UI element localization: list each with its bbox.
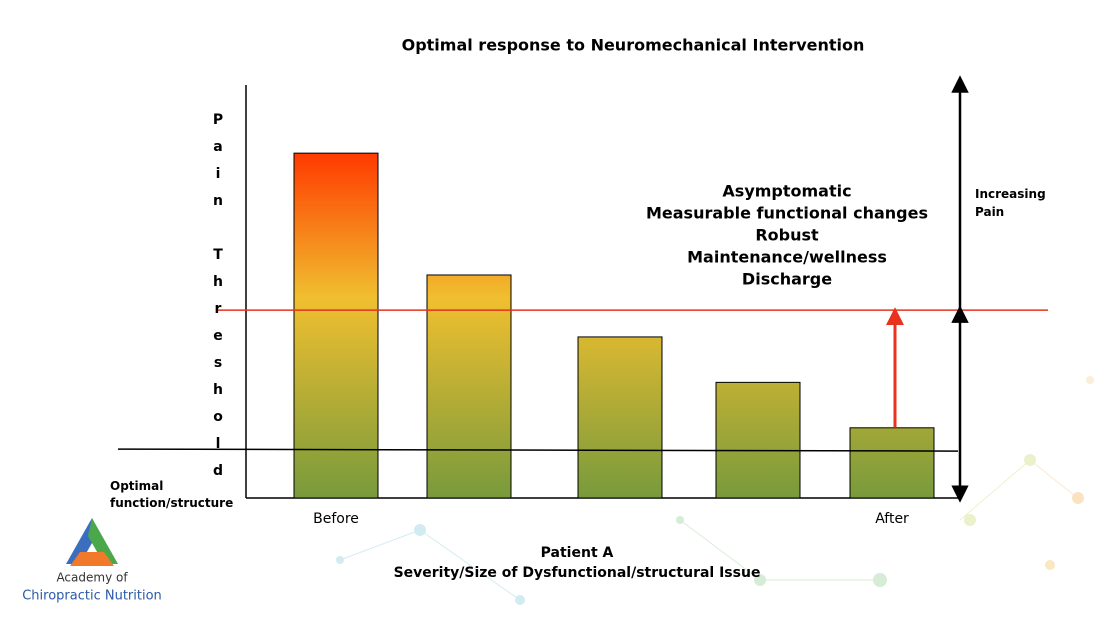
logo-mark: [66, 518, 118, 566]
optimal-line: [117, 448, 959, 452]
bar: [426, 274, 512, 499]
x-tick-label: After: [875, 511, 909, 527]
annotation-line: Asymptomatic: [722, 182, 851, 201]
x-tick-label: Before: [313, 511, 359, 527]
annotation-line: Discharge: [742, 270, 832, 289]
annotation-line: Measurable functional changes: [646, 204, 928, 223]
x-axis-label: Patient A: [541, 545, 614, 561]
annotation-line: Maintenance/wellness: [687, 248, 887, 267]
bar: [577, 336, 663, 499]
annotation: Asymptomatic Measurable functional change…: [646, 182, 928, 289]
background-network: [336, 376, 1094, 605]
logo-text: Chiropractic Nutrition: [22, 589, 162, 604]
logo-text: Academy of: [56, 571, 128, 585]
label-line: Optimal: [110, 479, 163, 493]
annotation-line: Robust: [755, 226, 819, 245]
bars: [293, 152, 935, 499]
right-label: Increasing Pain: [975, 187, 1046, 219]
x-axis-sublabel: Severity/Size of Dysfunctional/structura…: [394, 565, 761, 581]
bar: [293, 152, 379, 499]
chart-title: Optimal response to Neuromechanical Inte…: [402, 36, 865, 55]
optimal-label: Optimal function/structure: [110, 479, 233, 510]
bar: [849, 427, 935, 499]
y-axis-label: Pain Threshold: [210, 112, 226, 490]
bar: [715, 381, 801, 499]
